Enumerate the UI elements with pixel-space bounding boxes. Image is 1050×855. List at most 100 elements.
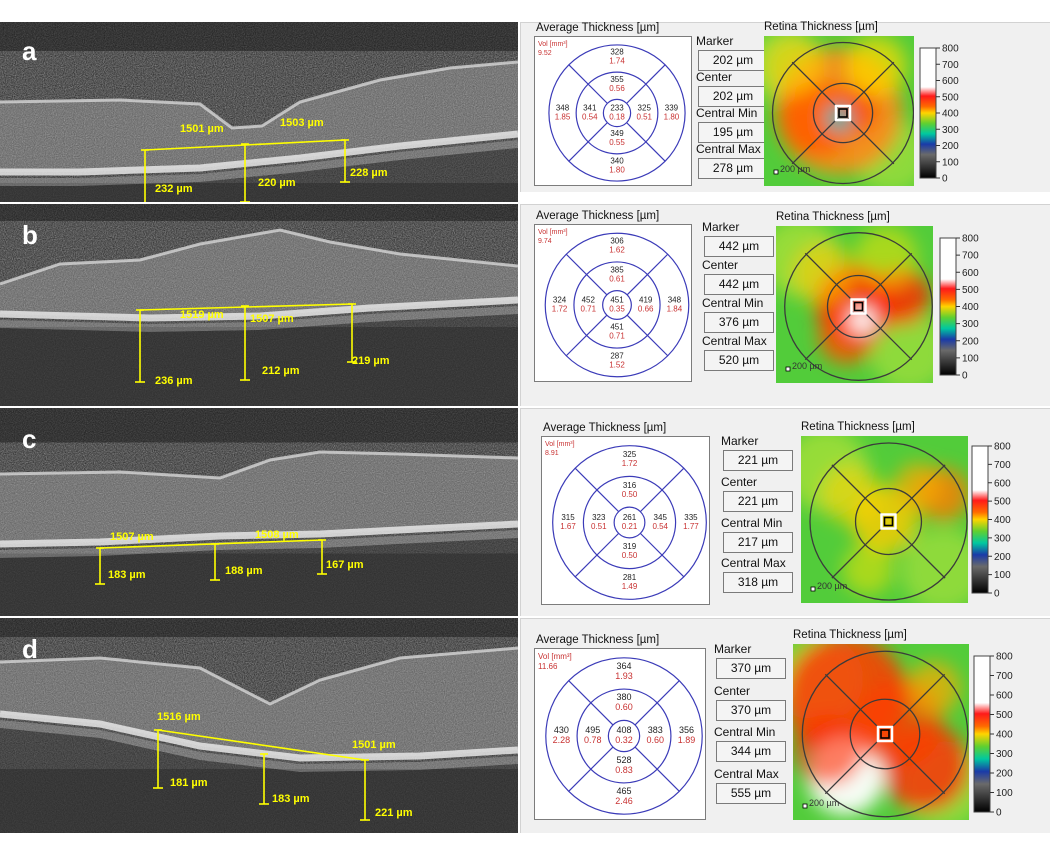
scale-tick-label: 300 (942, 125, 959, 136)
etdrs-grid: 325 1.72 316 0.50 315 1.67 323 0.51 261 0.21 345 0.… (541, 436, 710, 605)
marker-label: Marker (696, 34, 734, 48)
marker-value: 221 µm (723, 450, 793, 471)
sector-volume-inner_temp: 0.71 (581, 304, 597, 313)
sector-volume-inner_sup: 0.60 (615, 702, 633, 712)
marker-label: Marker (702, 220, 740, 234)
marker-value: 442 µm (704, 236, 774, 257)
sector-thickness-outer_temp: 430 (554, 725, 569, 735)
sector-volume-inner_temp: 0.51 (591, 522, 607, 531)
sector-volume-outer_temp: 1.67 (560, 522, 576, 531)
center-value: 202 µm (698, 86, 768, 107)
sector-volume-outer_sup: 1.93 (615, 671, 633, 681)
central-max-value: 278 µm (698, 158, 768, 179)
sector-volume-center: 0.32 (615, 735, 633, 745)
color-scale-bar: 800 700 600 500 400 300 200 100 0 (918, 44, 968, 185)
scale-tick-label: 200 (994, 552, 1011, 563)
sector-thickness-center: 408 (616, 725, 631, 735)
marker-label: Marker (714, 642, 752, 656)
fovea-marker (850, 298, 867, 315)
central-min-label: Central Min (696, 106, 758, 120)
sector-volume-outer_temp: 2.28 (553, 735, 571, 745)
color-scale-bar: 800 700 600 500 400 300 200 100 0 (972, 652, 1022, 819)
depth-label: 236 µm (155, 375, 193, 387)
sector-thickness-outer_inf: 281 (623, 573, 637, 582)
scale-tick-label: 100 (942, 157, 959, 168)
sector-thickness-outer_temp: 324 (553, 295, 567, 304)
depth-label: 221 µm (375, 807, 413, 819)
panel-letter: a (22, 36, 37, 66)
panel-b: 1519 µm 1507 µm 236 µm 212 µm 219 µm b Average… (0, 204, 1050, 406)
sector-thickness-outer_sup: 364 (616, 661, 631, 671)
retina-thickness-map: 200 µm (764, 36, 914, 186)
scale-tick-label: 600 (942, 76, 959, 87)
central-min-value: 195 µm (698, 122, 768, 143)
scale-tick-label: 700 (942, 60, 959, 71)
scale-tick-label: 0 (962, 371, 968, 382)
scale-tick-label: 600 (994, 478, 1011, 489)
map-scale-label: 200 µm (817, 581, 847, 591)
central-min-value: 217 µm (723, 531, 793, 553)
retina-thickness-title: Retina Thickness [µm] (793, 629, 907, 641)
volume-label: Vol [mm³] (545, 441, 575, 448)
sector-thickness-inner_inf: 319 (623, 542, 637, 551)
scale-tick-label: 100 (994, 570, 1011, 581)
sector-thickness-inner_temp: 323 (592, 513, 606, 522)
sector-volume-inner_inf: 0.71 (609, 332, 625, 341)
sector-volume-outer_nas: 1.84 (667, 304, 683, 313)
volume-label: Vol [mm³] (538, 229, 568, 236)
panel-letter: c (22, 424, 36, 454)
marker-value: 202 µm (698, 50, 768, 71)
scale-tick-label: 800 (942, 44, 959, 55)
total-volume: 8.91 (545, 450, 559, 457)
sector-thickness-inner_temp: 452 (582, 295, 596, 304)
central-max-label: Central Max (696, 142, 761, 156)
sector-thickness-outer_sup: 328 (610, 48, 624, 57)
sector-volume-outer_inf: 1.49 (622, 582, 638, 591)
scale-tick-label: 0 (994, 589, 1000, 600)
distance-label: 1501 µm (352, 739, 396, 751)
depth-label: 219 µm (352, 355, 390, 367)
sector-volume-center: 0.35 (609, 304, 625, 313)
center-value: 442 µm (704, 274, 774, 295)
scale-tick-label: 200 (962, 336, 979, 347)
scale-tick-label: 200 (996, 769, 1013, 780)
total-volume: 9.74 (538, 238, 552, 245)
marker-value: 370 µm (716, 658, 786, 679)
sector-volume-outer_nas: 1.77 (683, 522, 699, 531)
distance-label: 1516 µm (157, 711, 201, 723)
sector-volume-outer_inf: 1.52 (609, 360, 625, 369)
color-scale-bar: 800 700 600 500 400 300 200 100 0 (970, 442, 1020, 600)
distance-label: 1507 µm (250, 313, 294, 325)
scale-tick-label: 100 (996, 788, 1013, 799)
scale-tick-label: 500 (962, 285, 979, 296)
scale-tick-label: 800 (962, 234, 979, 245)
sector-volume-outer_nas: 1.80 (664, 112, 680, 121)
sector-thickness-inner_inf: 451 (610, 323, 624, 332)
retina-thickness-map: 200 µm (776, 226, 933, 383)
sector-thickness-outer_nas: 348 (668, 295, 682, 304)
average-thickness-title: Average Thickness [µm] (543, 422, 667, 434)
sector-volume-inner_sup: 0.56 (609, 84, 625, 93)
sector-volume-inner_sup: 0.50 (622, 490, 638, 499)
sector-thickness-outer_sup: 325 (623, 450, 637, 459)
sector-volume-inner_sup: 0.61 (609, 274, 625, 283)
sector-thickness-outer_nas: 339 (665, 103, 679, 112)
oct-bscan-d: 1516 µm 1501 µm 181 µm 183 µm 221 µm d (0, 618, 518, 833)
sector-volume-center: 0.21 (622, 522, 638, 531)
sector-volume-outer_temp: 1.85 (555, 112, 571, 121)
sector-volume-inner_temp: 0.78 (584, 735, 602, 745)
sector-thickness-inner_inf: 528 (616, 755, 631, 765)
depth-label: 232 µm (155, 183, 193, 195)
retina-thickness-title: Retina Thickness [µm] (801, 421, 915, 433)
center-label: Center (714, 683, 751, 698)
distance-label: 1507 µm (110, 531, 154, 543)
scale-tick-label: 500 (996, 710, 1013, 721)
fovea-marker (876, 725, 894, 743)
scale-tick-label: 600 (962, 268, 979, 279)
scale-tick-label: 400 (962, 302, 979, 313)
sector-thickness-inner_sup: 380 (616, 692, 631, 702)
sector-thickness-inner_nas: 383 (648, 725, 663, 735)
distance-label: 1508 µm (255, 529, 299, 541)
sector-volume-inner_inf: 0.50 (622, 551, 638, 560)
marker-label: Marker (721, 434, 759, 448)
